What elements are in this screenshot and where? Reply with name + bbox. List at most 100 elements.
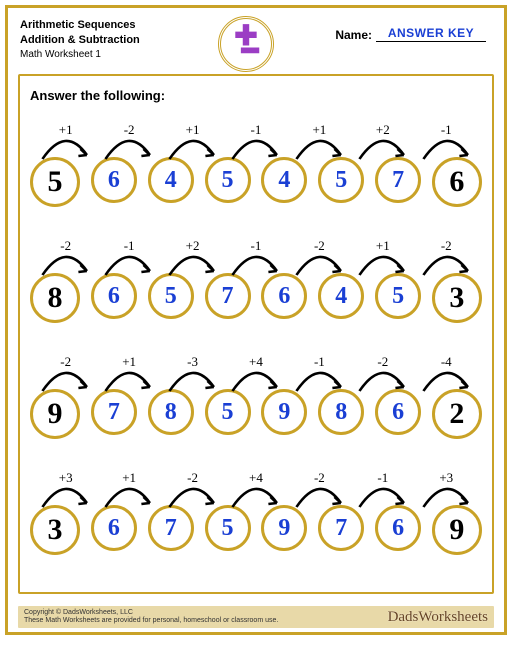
start-circle: 3 bbox=[30, 505, 80, 555]
operation: +1 bbox=[161, 121, 224, 161]
operation: +4 bbox=[224, 469, 287, 509]
operation: +1 bbox=[288, 121, 351, 161]
op-label: +1 bbox=[312, 122, 326, 137]
name-label: Name: bbox=[335, 28, 372, 42]
end-circle: 2 bbox=[432, 389, 482, 439]
operation: -2 bbox=[97, 121, 160, 161]
answer-circle: 5 bbox=[205, 505, 251, 551]
operation: -2 bbox=[288, 237, 351, 277]
content-area: Answer the following: +1 -2 +1 -1 +1 +2 … bbox=[18, 74, 494, 594]
answer-circle: 4 bbox=[318, 273, 364, 319]
op-label: -1 bbox=[251, 122, 262, 137]
title-line-2: Addition & Subtraction bbox=[20, 33, 140, 48]
end-circle: 9 bbox=[432, 505, 482, 555]
answer-circle: 6 bbox=[91, 157, 137, 203]
op-label: -2 bbox=[314, 238, 325, 253]
circles-layer: 97859862 bbox=[30, 389, 482, 439]
op-label: +4 bbox=[249, 354, 263, 369]
operation: +1 bbox=[34, 121, 97, 161]
operation: +3 bbox=[415, 469, 478, 509]
brand-logo: DadsWorksheets bbox=[388, 608, 488, 626]
copyright-text: Copyright © DadsWorksheets, LLC bbox=[24, 609, 278, 617]
answer-circle: 6 bbox=[375, 505, 421, 551]
name-value: ANSWER KEY bbox=[376, 26, 486, 42]
operation: -1 bbox=[351, 469, 414, 509]
op-label: +2 bbox=[186, 238, 200, 253]
answer-circle: 4 bbox=[148, 157, 194, 203]
operations-layer: +1 -2 +1 -1 +1 +2 -1 bbox=[30, 121, 482, 161]
answer-circle: 5 bbox=[318, 157, 364, 203]
answer-circle: 5 bbox=[205, 157, 251, 203]
operation: +1 bbox=[97, 469, 160, 509]
header: Arithmetic Sequences Addition & Subtract… bbox=[8, 8, 504, 74]
end-circle: 6 bbox=[432, 157, 482, 207]
op-label: -1 bbox=[124, 238, 135, 253]
answer-circle: 7 bbox=[318, 505, 364, 551]
answer-circle: 7 bbox=[205, 273, 251, 319]
operation: -2 bbox=[288, 469, 351, 509]
operation: -4 bbox=[415, 353, 478, 393]
operation: +3 bbox=[34, 469, 97, 509]
answer-circle: 7 bbox=[375, 157, 421, 203]
sequence-row: -2 +1 -3 +4 -1 -2 -4 97859862 bbox=[30, 353, 482, 449]
plus-minus-icon: ✚ ━ bbox=[218, 16, 274, 72]
footer: Copyright © DadsWorksheets, LLC These Ma… bbox=[18, 606, 494, 628]
answer-circle: 8 bbox=[318, 389, 364, 435]
title-block: Arithmetic Sequences Addition & Subtract… bbox=[20, 18, 140, 68]
answer-circle: 5 bbox=[375, 273, 421, 319]
title-line-1: Arithmetic Sequences bbox=[20, 18, 140, 33]
op-label: -4 bbox=[441, 354, 452, 369]
operations-layer: -2 +1 -3 +4 -1 -2 -4 bbox=[30, 353, 482, 393]
op-label: -1 bbox=[377, 470, 388, 485]
answer-circle: 6 bbox=[91, 505, 137, 551]
answer-circle: 5 bbox=[148, 273, 194, 319]
answer-circle: 4 bbox=[261, 157, 307, 203]
op-label: -1 bbox=[251, 238, 262, 253]
op-label: +1 bbox=[186, 122, 200, 137]
operation: +2 bbox=[161, 237, 224, 277]
op-label: -2 bbox=[377, 354, 388, 369]
operation: -1 bbox=[224, 121, 287, 161]
op-label: +1 bbox=[376, 238, 390, 253]
circles-layer: 56454576 bbox=[30, 157, 482, 207]
op-label: +3 bbox=[439, 470, 453, 485]
end-circle: 3 bbox=[432, 273, 482, 323]
answer-circle: 8 bbox=[148, 389, 194, 435]
op-label: +1 bbox=[59, 122, 73, 137]
operation: -3 bbox=[161, 353, 224, 393]
sequence-rows: +1 -2 +1 -1 +1 +2 -1 56454576-2 -1 +2 -1… bbox=[30, 121, 482, 565]
op-label: -2 bbox=[187, 470, 198, 485]
op-label: -2 bbox=[314, 470, 325, 485]
op-label: +3 bbox=[59, 470, 73, 485]
sequence-row: -2 -1 +2 -1 -2 +1 -2 86576453 bbox=[30, 237, 482, 333]
operation: +4 bbox=[224, 353, 287, 393]
operation: -2 bbox=[34, 353, 97, 393]
operation: +1 bbox=[351, 237, 414, 277]
answer-circle: 6 bbox=[261, 273, 307, 319]
answer-circle: 9 bbox=[261, 389, 307, 435]
operation: +2 bbox=[351, 121, 414, 161]
operation: -2 bbox=[34, 237, 97, 277]
minus-icon: ━ bbox=[242, 43, 259, 60]
op-label: +4 bbox=[249, 470, 263, 485]
sequence-row: +3 +1 -2 +4 -2 -1 +3 36759769 bbox=[30, 469, 482, 565]
start-circle: 5 bbox=[30, 157, 80, 207]
answer-circle: 7 bbox=[148, 505, 194, 551]
op-label: -2 bbox=[60, 238, 71, 253]
operation: +1 bbox=[97, 353, 160, 393]
name-field: Name: ANSWER KEY bbox=[335, 26, 486, 42]
operation: -2 bbox=[161, 469, 224, 509]
answer-circle: 9 bbox=[261, 505, 307, 551]
op-label: +1 bbox=[122, 354, 136, 369]
start-circle: 9 bbox=[30, 389, 80, 439]
answer-circle: 6 bbox=[91, 273, 137, 319]
operation: -2 bbox=[415, 237, 478, 277]
operation: -1 bbox=[288, 353, 351, 393]
operation: -1 bbox=[224, 237, 287, 277]
op-label: -1 bbox=[314, 354, 325, 369]
instruction-text: Answer the following: bbox=[30, 88, 482, 103]
op-label: -2 bbox=[124, 122, 135, 137]
circles-layer: 86576453 bbox=[30, 273, 482, 323]
op-label: +1 bbox=[122, 470, 136, 485]
operations-layer: -2 -1 +2 -1 -2 +1 -2 bbox=[30, 237, 482, 277]
